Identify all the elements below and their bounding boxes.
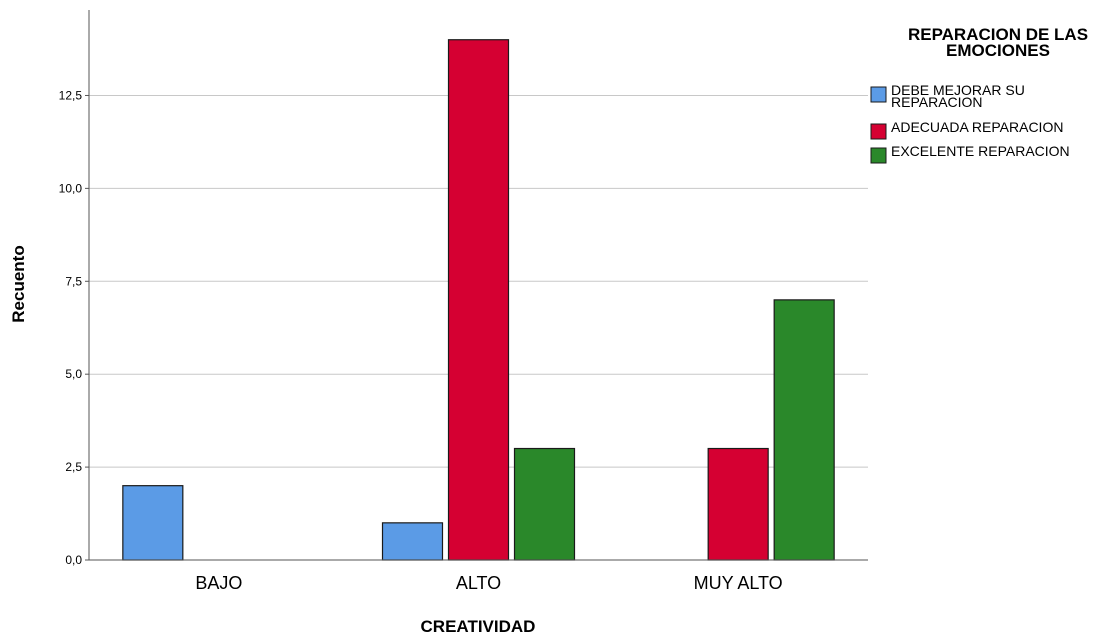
- axes: [88, 10, 868, 561]
- bar-alto-series-3: [513, 447, 576, 561]
- x-axis-title: CREATIVIDAD: [421, 617, 536, 636]
- bar-alto-series-1: [381, 522, 444, 561]
- y-tick-label: 10,0: [59, 181, 83, 195]
- y-tick-label: 7,5: [65, 274, 82, 288]
- bar-bajo-series-1: [122, 485, 184, 561]
- legend-label: REPARACION: [891, 94, 983, 110]
- y-tick-label: 5,0: [65, 367, 82, 381]
- y-tick-label: 0,0: [65, 553, 82, 567]
- y-tick-label: 2,5: [65, 460, 82, 474]
- bars: [122, 39, 835, 561]
- legend-label: DEBE MEJORAR SU: [891, 82, 1025, 98]
- x-category-label: ALTO: [456, 573, 501, 593]
- x-category-label: MUY ALTO: [694, 573, 783, 593]
- legend-swatch: [870, 123, 887, 140]
- x-category-label: BAJO: [195, 573, 242, 593]
- legend-swatch: [870, 86, 887, 103]
- x-category-labels: BAJO ALTO MUY ALTO: [195, 573, 782, 593]
- legend-swatch: [870, 147, 887, 164]
- legend-title: REPARACION DE LAS: [908, 25, 1088, 44]
- legend-title: EMOCIONES: [946, 41, 1050, 60]
- legend-label: EXCELENTE REPARACION: [891, 143, 1070, 159]
- legend-label: ADECUADA REPARACION: [891, 119, 1063, 135]
- y-tick-label: 12,5: [59, 88, 83, 102]
- y-tick-labels: 0,0 2,5 5,0 7,5 10,0 12,5: [59, 88, 89, 567]
- bar-alto-series-2: [447, 39, 510, 561]
- bar-muy-alto-series-3: [773, 299, 835, 561]
- y-axis-title: Recuento: [9, 245, 28, 322]
- bar-muy-alto-series-2: [707, 447, 769, 561]
